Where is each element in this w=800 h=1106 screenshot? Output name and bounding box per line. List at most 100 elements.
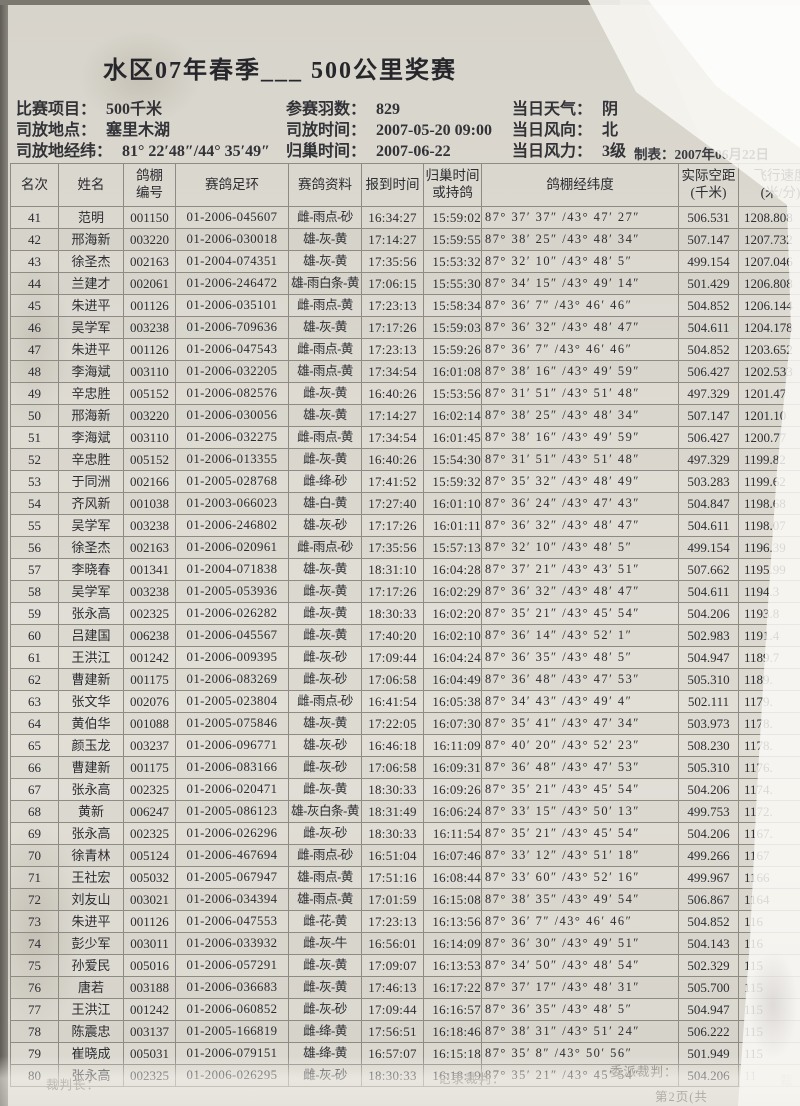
cell-name: 曹建新	[58, 668, 124, 691]
cell-return-time: 15:59:55	[423, 228, 482, 251]
cell-pigeon-info: 雌-灰-黄	[288, 448, 362, 471]
cell-rank: 68	[10, 800, 59, 823]
cell-report-time: 16:46:18	[361, 734, 424, 757]
cell-return-time: 16:01:10	[423, 492, 482, 515]
cell-report-time: 18:31:49	[361, 800, 424, 823]
cell-report-time: 17:17:26	[361, 580, 424, 603]
cell-return-time: 15:59:02	[423, 206, 482, 229]
cell-rank: 69	[10, 822, 59, 845]
release-time-value: 2007-05-20 09:00	[376, 122, 492, 139]
footer-right-partial: 裁	[780, 1074, 794, 1088]
cell-speed: 1201.47	[738, 382, 800, 405]
cell-loft-coordinates: 87° 36′ 35″ /43° 48′ 5″	[481, 646, 679, 669]
cell-loft-coordinates: 87° 33′ 15″ /43° 50′ 13″	[481, 800, 679, 823]
cell-return-time: 16:01:11	[423, 514, 482, 537]
cell-return-time: 16:17:22	[423, 976, 482, 999]
cell-name: 陈震忠	[58, 1020, 124, 1043]
cell-report-time: 17:35:56	[361, 536, 424, 559]
cell-speed: 1204.178	[738, 316, 800, 339]
cell-name: 辛忠胜	[58, 382, 124, 405]
table-row: 73 朱进平 001126 01-2006-047553 雌-花-黄 17:23…	[10, 910, 800, 933]
cell-loft-coordinates: 87° 37′ 21″ /43° 43′ 51″	[481, 558, 679, 581]
table-row: 79 崔晓成 005031 01-2006-079151 雄-绛-黄 16:57…	[10, 1042, 800, 1065]
cell-ring-number: 01-2006-013355	[175, 448, 289, 471]
cell-speed: 1206.808	[738, 272, 800, 295]
release-time-label: 司放时间：	[286, 122, 367, 139]
cell-speed: 1172.	[738, 800, 800, 823]
cell-loft-number: 001126	[123, 294, 176, 317]
cell-ring-number: 01-2005-067947	[175, 866, 289, 889]
col-header-distance: 实际空距 (千米)	[678, 163, 739, 207]
cell-rank: 71	[10, 866, 59, 889]
cell-name: 李海斌	[58, 426, 124, 449]
cell-loft-number: 002061	[123, 272, 176, 295]
cell-pigeon-info: 雄-灰-黄	[288, 712, 362, 735]
cell-loft-number: 005032	[123, 866, 176, 889]
cell-name: 徐青林	[58, 844, 124, 867]
cell-name: 吴学军	[58, 514, 124, 537]
cell-loft-number: 001150	[123, 206, 176, 229]
cell-loft-number: 002325	[123, 822, 176, 845]
cell-return-time: 16:05:38	[423, 690, 482, 713]
cell-speed: 1191.4	[738, 624, 800, 647]
cell-loft-coordinates: 87° 31′ 51″ /43° 51′ 48″	[481, 382, 679, 405]
cell-loft-number: 002163	[123, 250, 176, 273]
cell-report-time: 16:56:01	[361, 932, 424, 955]
cell-ring-number: 01-2005-023804	[175, 690, 289, 713]
cell-name: 孙爱民	[58, 954, 124, 977]
cell-rank: 42	[10, 228, 59, 251]
photo-edge-left	[0, 0, 8, 1106]
cell-rank: 70	[10, 844, 59, 867]
cell-pigeon-info: 雄-灰-黄	[288, 558, 362, 581]
table-row: 50 邢海新 003220 01-2006-030056 雄-灰-黄 17:14…	[10, 404, 800, 427]
entries-label: 参赛羽数：	[286, 101, 367, 118]
weather-value: 阴	[602, 101, 619, 118]
release-coord-line: 司放地经纬： 81° 22′48″/44° 35′49″	[16, 141, 270, 162]
cell-ring-number: 01-2006-246802	[175, 514, 289, 537]
cell-speed: 1199.62	[738, 470, 800, 493]
cell-return-time: 16:04:24	[423, 646, 482, 669]
table-row: 75 孙爱民 005016 01-2006-057291 雌-灰-黄 17:09…	[10, 954, 800, 977]
cell-distance: 504.206	[678, 822, 739, 845]
race-info-mid: 参赛羽数： 829 司放时间： 2007-05-20 09:00 归巢时间： 2007…	[286, 99, 492, 162]
cell-return-time: 16:07:46	[423, 844, 482, 867]
cell-loft-coordinates: 87° 34′ 15″ /43° 49′ 14″	[481, 272, 679, 295]
entries-value: 829	[376, 101, 401, 118]
col-header-name: 姓名	[58, 163, 124, 207]
cell-loft-number: 001038	[123, 492, 176, 515]
cell-speed: 1178.	[738, 734, 800, 757]
cell-ring-number: 01-2006-036683	[175, 976, 289, 999]
cell-pigeon-info: 雌-灰-黄	[288, 624, 362, 647]
cell-return-time: 16:14:09	[423, 932, 482, 955]
cell-distance: 502.983	[678, 624, 739, 647]
cell-distance: 505.700	[678, 976, 739, 999]
cell-pigeon-info: 雌-绛-黄	[288, 1020, 362, 1043]
assigned-judge-label: 委派裁判：	[610, 1065, 678, 1079]
cell-return-time: 16:01:08	[423, 360, 482, 383]
cell-speed: 1198.68	[738, 492, 800, 515]
cell-loft-number: 005031	[123, 1042, 176, 1065]
cell-ring-number: 01-2006-467694	[175, 844, 289, 867]
cell-name: 徐圣杰	[58, 250, 124, 273]
cell-speed: 1189.	[738, 668, 800, 691]
cell-pigeon-info: 雌-灰-黄	[288, 976, 362, 999]
cell-distance: 502.111	[678, 690, 739, 713]
cell-speed: 1201.10	[738, 404, 800, 427]
cell-ring-number: 01-2005-028768	[175, 470, 289, 493]
cell-distance: 504.947	[678, 998, 739, 1021]
cell-pigeon-info: 雌-灰-砂	[288, 668, 362, 691]
cell-report-time: 16:51:04	[361, 844, 424, 867]
cell-rank: 52	[10, 448, 59, 471]
cell-name: 唐若	[58, 976, 124, 999]
cell-loft-number: 003238	[123, 514, 176, 537]
cell-return-time: 16:02:20	[423, 602, 482, 625]
race-item-line: 比赛项目： 500千米	[16, 99, 270, 120]
cell-distance: 499.154	[678, 536, 739, 559]
cell-rank: 41	[10, 206, 59, 229]
cell-speed: 1198.07	[738, 514, 800, 537]
cell-loft-number: 001126	[123, 910, 176, 933]
cell-loft-coordinates: 87° 36′ 30″ /43° 49′ 51″	[481, 932, 679, 955]
cell-return-time: 16:13:53	[423, 954, 482, 977]
cell-return-time: 16:18:46	[423, 1020, 482, 1043]
cell-name: 朱进平	[58, 338, 124, 361]
